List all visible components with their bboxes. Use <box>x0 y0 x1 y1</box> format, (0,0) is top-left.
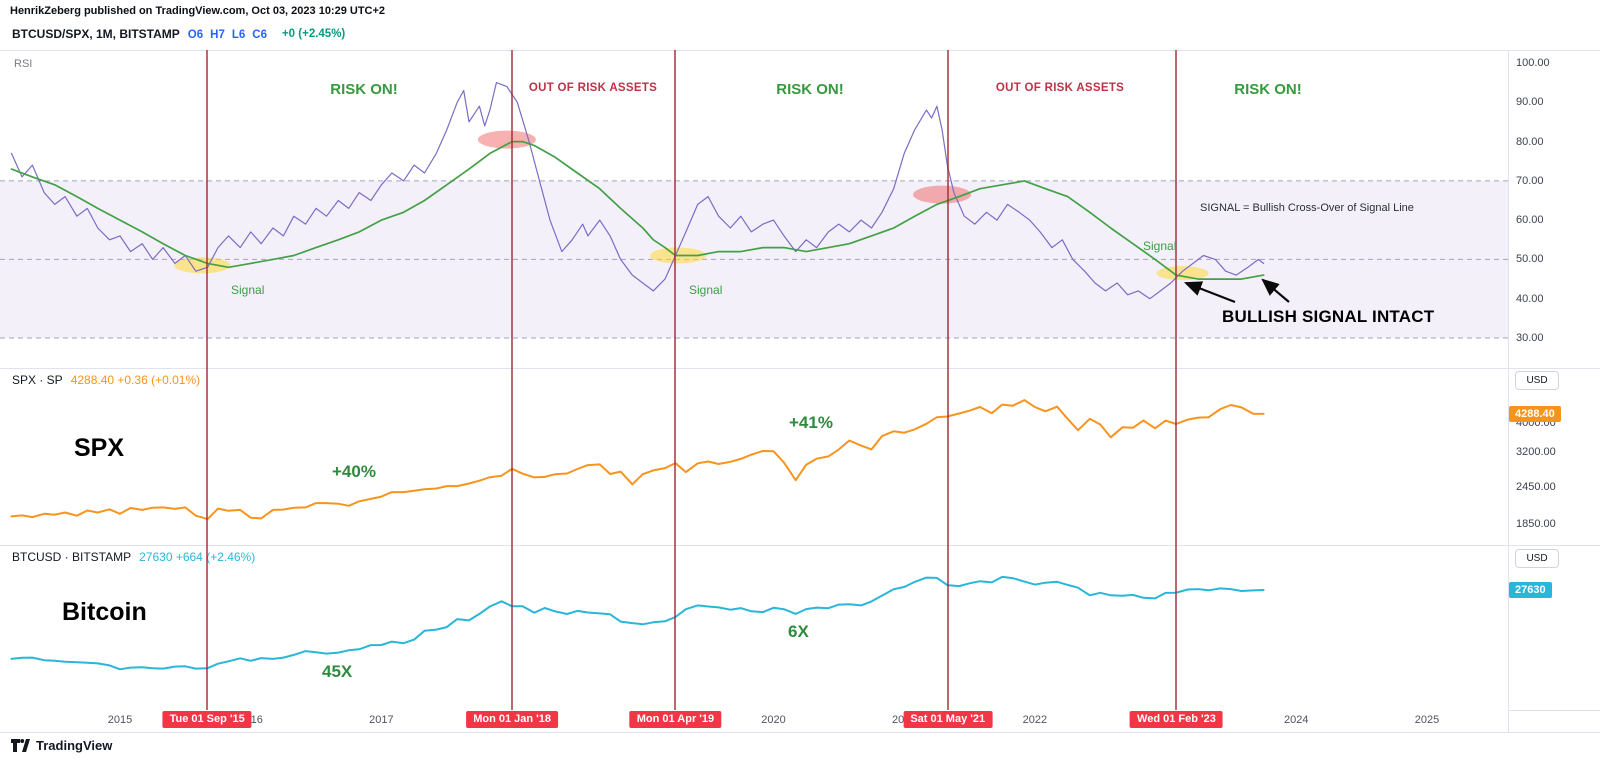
price-tick: 2450.00 <box>1516 481 1556 494</box>
footer-separator <box>0 732 1600 733</box>
close-value: C6 <box>252 29 267 41</box>
time-axis[interactable]: 2015201620172018201920202021202220232024… <box>0 710 1508 732</box>
annotation-arrow <box>1183 281 1236 304</box>
publish-line: HenrikZeberg published on TradingView.co… <box>10 5 386 17</box>
out-of-risk-label-1: OUT OF RISK ASSETS <box>528 82 658 94</box>
symbol-bar: BTCUSD/SPX, 1M, BITSTAMP O6 H7 L6 C6 +0 (+2… <box>12 27 345 41</box>
btc-last-price-tag: 27630 <box>1509 582 1552 598</box>
price-scale-border <box>1508 50 1509 732</box>
spx-legend: SPX · SP 4288.40 +0.36 (+0.01%) <box>12 373 200 387</box>
price-tick: 90.00 <box>1516 96 1544 109</box>
change-value: +0 (+2.45%) <box>281 28 346 40</box>
spx-last-price-tag: 4288.40 <box>1509 405 1561 422</box>
btc-gain-annotation-1: 45X <box>322 662 353 681</box>
signal-label-2: Signal <box>689 283 723 297</box>
bearish-cross-highlight <box>477 130 536 149</box>
event-date-badge: Mon 01 Apr '19 <box>629 711 722 728</box>
btc-legend-values: 27630 +664 (+2.46%) <box>139 550 256 564</box>
price-tick: 40.00 <box>1516 292 1544 305</box>
price-tick: 80.00 <box>1516 135 1544 148</box>
tradingview-wordmark: TradingView <box>36 738 113 753</box>
open-value: O6 <box>187 29 204 41</box>
year-label: 2017 <box>369 714 394 726</box>
event-date-badge: Sat 01 May '21 <box>903 711 993 728</box>
tradingview-watermark[interactable]: TradingView <box>10 738 112 753</box>
year-label: 2025 <box>1414 714 1440 726</box>
ohlc-values: O6 H7 L6 C6 <box>188 27 274 41</box>
price-tick: 70.00 <box>1516 174 1544 187</box>
rsi-series-line <box>10 81 1265 300</box>
pane-separator-2 <box>0 545 1600 546</box>
price-tick: 50.00 <box>1516 253 1544 266</box>
spx-legend-values: 4288.40 +0.36 (+0.01%) <box>70 373 201 387</box>
rsi-band <box>0 180 1508 339</box>
risk-on-label-1: RISK ON! <box>330 81 398 98</box>
event-date-badge: Mon 01 Jan '18 <box>466 711 558 728</box>
pane-separator-1 <box>0 368 1600 369</box>
btc-big-label: Bitcoin <box>62 598 147 626</box>
year-label: 2022 <box>1022 714 1048 726</box>
annotation-arrow <box>1261 278 1290 303</box>
event-vline <box>206 50 209 710</box>
btc-legend: BTCUSD · BITSTAMP 27630 +664 (+2.46%) <box>12 550 255 564</box>
rsi-indicator-label: RSI <box>14 58 33 70</box>
year-label: 2020 <box>761 714 786 726</box>
btcusd-series-line <box>10 575 1265 671</box>
spx-gain-annotation-2: +41% <box>789 413 833 432</box>
header-separator <box>0 50 1600 51</box>
bullish-cross-highlight <box>1156 266 1209 281</box>
spx-currency-button[interactable]: USD <box>1515 371 1559 390</box>
spx-gain-annotation-1: +40% <box>332 462 376 481</box>
spx-legend-symbol[interactable]: SPX · SP <box>12 373 63 387</box>
low-value: L6 <box>231 29 246 41</box>
risk-on-label-3: RISK ON! <box>1234 81 1302 98</box>
price-tick: 100.00 <box>1516 57 1550 69</box>
btc-currency-button[interactable]: USD <box>1515 549 1559 568</box>
signal-series-line <box>10 140 1265 280</box>
event-vline <box>1175 50 1178 710</box>
btc-gain-annotation-2: 6X <box>788 622 809 641</box>
bullish-signal-intact-label: BULLISH SIGNAL INTACT <box>1222 307 1435 326</box>
price-tick: 60.00 <box>1516 214 1544 227</box>
spx-chart-pane[interactable] <box>0 368 1508 545</box>
spx-big-label: SPX <box>74 434 125 462</box>
rsi-chart-pane[interactable] <box>0 50 1508 368</box>
spx-series-line <box>10 399 1265 521</box>
year-label: 2015 <box>107 714 133 726</box>
out-of-risk-label-2: OUT OF RISK ASSETS <box>995 82 1125 94</box>
price-tick: 30.00 <box>1516 332 1544 344</box>
event-date-badge: Wed 01 Feb '23 <box>1130 711 1223 728</box>
signal-label-3: Signal <box>1143 239 1177 253</box>
price-tick: 3200.00 <box>1516 446 1556 459</box>
year-label: 2024 <box>1284 714 1309 726</box>
high-value: H7 <box>210 29 225 41</box>
event-vline <box>511 50 514 710</box>
btc-chart-pane[interactable] <box>0 545 1508 710</box>
risk-on-label-2: RISK ON! <box>776 81 844 98</box>
event-date-badge: Tue 01 Sep '15 <box>162 711 252 728</box>
event-vline <box>946 50 949 710</box>
bullish-cross-highlight <box>174 257 231 274</box>
signal-label-1: Signal <box>231 283 265 297</box>
btc-legend-symbol[interactable]: BTCUSD · BITSTAMP <box>12 550 132 564</box>
tradingview-logo-icon <box>11 739 30 752</box>
price-tick: 1850.00 <box>1516 517 1556 530</box>
symbol-title[interactable]: BTCUSD/SPX, 1M, BITSTAMP <box>12 27 180 41</box>
event-vline <box>674 50 677 710</box>
signal-definition-note: SIGNAL = Bullish Cross-Over of Signal Li… <box>1200 202 1414 214</box>
